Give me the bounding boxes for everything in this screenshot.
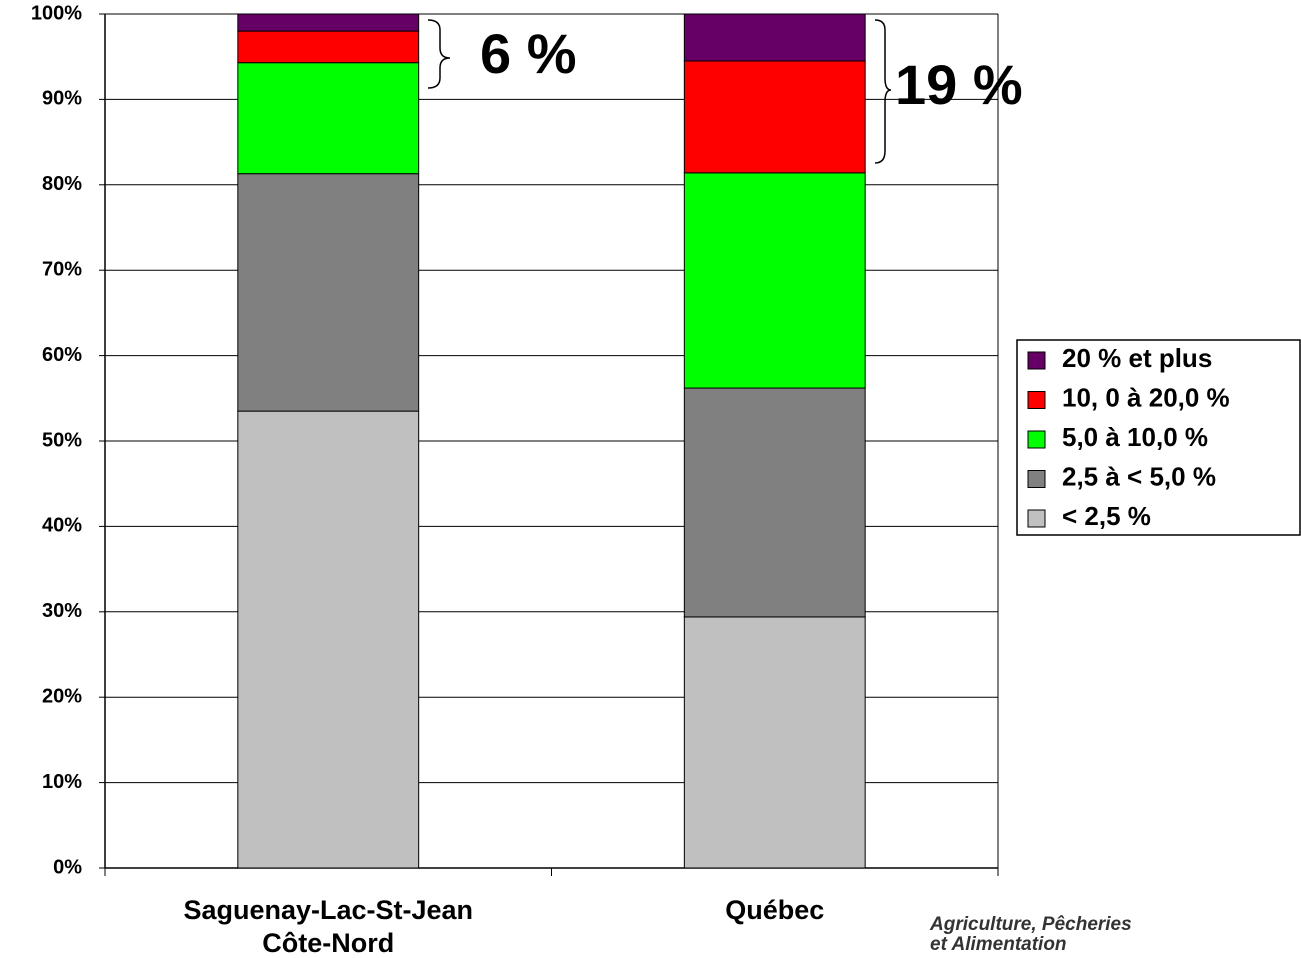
y-tick-label: 80% xyxy=(42,173,82,195)
footer-text: Agriculture, Pêcheries xyxy=(929,914,1132,935)
legend-swatch xyxy=(1027,470,1046,488)
legend-label: 10, 0 à 20,0 % xyxy=(1062,382,1230,412)
x-tick-label: Québec xyxy=(725,895,824,925)
brace xyxy=(427,19,451,89)
bar-segment xyxy=(237,30,420,64)
x-tick-label: Saguenay-Lac-St-Jean xyxy=(183,895,473,925)
y-tick-label: 30% xyxy=(42,600,82,622)
y-tick-label: 90% xyxy=(42,88,82,110)
legend-label: 20 % et plus xyxy=(1062,343,1212,373)
bar-segment xyxy=(683,387,866,618)
y-tick-label: 40% xyxy=(42,515,82,537)
y-tick-label: 20% xyxy=(42,685,82,707)
bar-segment xyxy=(683,13,866,62)
y-tick-label: 60% xyxy=(42,344,82,366)
y-tick-label: 0% xyxy=(53,856,82,878)
annotation: 6 % xyxy=(480,22,577,85)
legend-label: 5,0 à 10,0 % xyxy=(1062,422,1208,452)
x-tick-label: Côte-Nord xyxy=(262,928,394,958)
y-tick-label: 100% xyxy=(31,2,82,24)
legend-swatch xyxy=(1027,509,1046,528)
legend-box xyxy=(1016,339,1301,536)
y-tick-label: 70% xyxy=(42,258,82,280)
bar-segment xyxy=(237,173,420,412)
legend-swatch xyxy=(1027,351,1046,370)
bar-segment xyxy=(237,410,420,869)
brace xyxy=(874,19,892,164)
bar-segment xyxy=(683,60,866,174)
footer-text: et Alimentation xyxy=(930,934,1067,955)
y-tick-label: 50% xyxy=(42,429,82,451)
legend-label: < 2,5 % xyxy=(1062,501,1151,531)
annotation: 19 % xyxy=(895,53,1023,116)
legend-swatch xyxy=(1027,430,1046,449)
legend-swatch xyxy=(1027,391,1046,409)
y-tick-label: 10% xyxy=(42,771,82,793)
bar-segment xyxy=(237,13,420,32)
legend-label: 2,5 à < 5,0 % xyxy=(1062,461,1216,491)
bar-segment xyxy=(237,62,420,175)
bar-segment xyxy=(683,616,866,869)
bar-segment xyxy=(683,172,866,389)
